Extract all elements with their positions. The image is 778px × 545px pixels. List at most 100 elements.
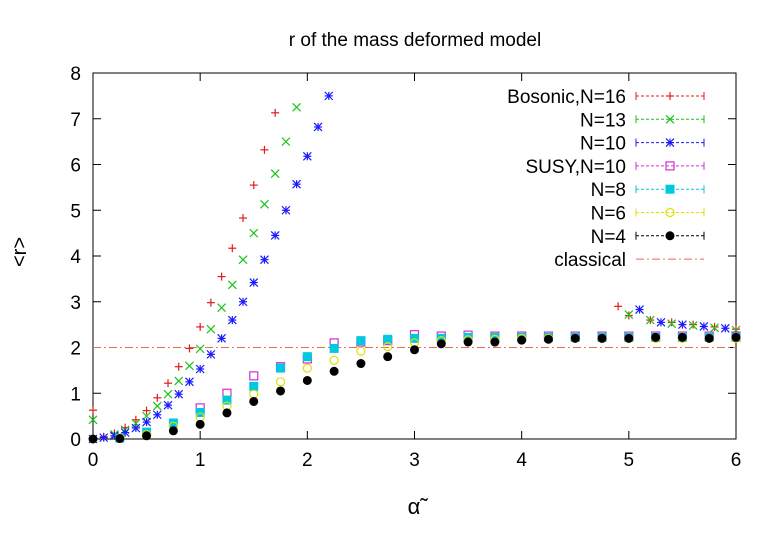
data-point — [436, 339, 446, 349]
data-point — [302, 375, 312, 385]
y-tick-label: 2 — [70, 339, 81, 360]
data-point — [222, 395, 232, 405]
data-point — [222, 408, 232, 418]
y-tick-label: 7 — [70, 110, 81, 131]
data-point — [131, 415, 140, 424]
y-tick-label: 5 — [70, 201, 81, 222]
data-point — [597, 333, 607, 343]
y-tick-label: 1 — [70, 384, 81, 405]
y-tick-label: 4 — [70, 247, 81, 268]
legend-label: N=6 — [591, 204, 626, 225]
data-point — [195, 344, 205, 354]
legend-label: N=13 — [580, 110, 626, 131]
data-point — [302, 352, 312, 362]
data-point — [270, 169, 280, 179]
data-point — [270, 230, 280, 240]
data-point — [517, 335, 527, 345]
data-point — [677, 332, 687, 342]
data-point — [195, 364, 205, 374]
data-point — [463, 337, 473, 347]
data-point — [667, 319, 677, 329]
x-tick-label: 1 — [195, 450, 206, 471]
data-point — [281, 205, 291, 215]
data-point — [731, 332, 741, 342]
data-point — [624, 311, 633, 320]
legend-marker — [666, 92, 674, 100]
data-point — [131, 423, 141, 433]
data-point — [292, 179, 302, 189]
data-point — [635, 305, 644, 314]
data-point — [227, 315, 237, 325]
data-point — [174, 362, 183, 371]
data-point — [624, 333, 634, 343]
data-point — [152, 401, 162, 411]
legend-label: N=4 — [591, 227, 627, 248]
data-point — [163, 400, 173, 410]
data-point — [238, 255, 248, 265]
data-point — [383, 352, 393, 362]
chart-title: r of the mass deformed model — [289, 30, 541, 51]
data-point — [281, 137, 291, 147]
data-point — [383, 334, 393, 344]
data-point — [356, 359, 366, 369]
data-point — [142, 417, 152, 427]
data-point — [313, 122, 323, 132]
data-point — [656, 317, 666, 327]
legend-label: Bosonic,N=16 — [507, 87, 626, 108]
data-point — [88, 415, 98, 425]
data-point — [383, 341, 393, 352]
data-point — [217, 303, 227, 313]
data-point — [260, 145, 269, 154]
data-point — [276, 386, 286, 396]
data-point — [163, 389, 173, 399]
data-point — [249, 181, 258, 190]
data-point — [185, 377, 194, 387]
data-point — [324, 91, 334, 101]
y-tick-label: 0 — [70, 430, 81, 451]
y-tick-label: 8 — [70, 64, 81, 85]
data-point — [329, 355, 339, 365]
data-points — [88, 91, 741, 444]
data-point — [89, 406, 97, 415]
y-tick-label: 6 — [70, 156, 81, 177]
data-point — [88, 434, 98, 444]
legend-label: N=10 — [580, 134, 626, 155]
y-tick-label: 3 — [70, 293, 81, 314]
data-point — [688, 321, 698, 330]
data-point — [543, 334, 553, 344]
data-point — [174, 376, 184, 386]
data-point — [206, 324, 216, 334]
x-tick-label: 5 — [624, 450, 635, 471]
x-tick-label: 2 — [302, 450, 313, 471]
x-tick-label: 6 — [731, 450, 742, 471]
data-point — [260, 199, 269, 209]
data-point — [624, 310, 634, 319]
data-point — [677, 320, 687, 330]
data-point — [249, 371, 259, 381]
data-point — [249, 381, 259, 391]
data-point — [249, 396, 259, 406]
data-point — [490, 337, 500, 347]
data-point — [249, 228, 259, 238]
data-point — [302, 363, 312, 373]
data-point — [645, 315, 655, 325]
data-point — [302, 151, 312, 161]
data-point — [699, 322, 709, 331]
data-point — [142, 431, 152, 441]
data-point — [152, 410, 162, 420]
data-point — [710, 323, 719, 333]
legend-marker — [665, 161, 675, 171]
data-point — [164, 379, 173, 388]
data-point — [614, 302, 623, 311]
legend-marker — [665, 184, 675, 194]
data-point — [217, 333, 227, 343]
data-point — [276, 363, 286, 373]
x-tick-label: 3 — [409, 450, 420, 471]
data-point — [227, 280, 237, 290]
data-point — [410, 345, 419, 355]
data-point — [217, 272, 226, 281]
legend-marker — [665, 114, 675, 124]
